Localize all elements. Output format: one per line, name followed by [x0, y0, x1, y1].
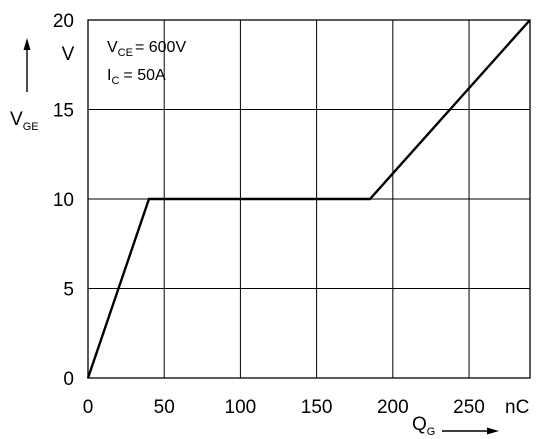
- y-tick-label: 5: [63, 280, 74, 301]
- annotation-ic-value: = 50A: [123, 67, 166, 84]
- x-axis-arrow: [442, 427, 499, 435]
- annotation-vce: VCE = 600V: [107, 39, 186, 59]
- x-tick-label: 50: [154, 397, 175, 418]
- series-line-vge: [86, 19, 531, 379]
- y-tick-label: 15: [53, 101, 74, 122]
- annotation-ic-main: I: [107, 67, 111, 84]
- y-tick-labels: 0 5 10 15 20: [53, 11, 74, 390]
- y-axis-label-main: V: [10, 109, 23, 130]
- x-unit-label: nC: [505, 397, 529, 418]
- x-axis-label-main: Q: [412, 414, 427, 435]
- annotation-ic-sub: C: [111, 75, 119, 87]
- x-tick-labels: 0 50 100 150 200 250: [83, 397, 485, 418]
- x-axis-label: QG: [412, 414, 435, 438]
- x-tick-label: 200: [377, 397, 409, 418]
- x-tick-label: 100: [225, 397, 257, 418]
- plot-area-frame: [87, 19, 531, 379]
- y-unit-label: V: [62, 44, 75, 65]
- x-axis-label-sub: G: [427, 426, 436, 438]
- annotation-vce-sub: CE: [118, 47, 133, 59]
- annotation-vce-main: V: [107, 39, 118, 56]
- annotation-ic: IC = 50A: [107, 67, 166, 87]
- y-tick-label: 0: [63, 369, 74, 390]
- y-axis-label-sub: GE: [23, 121, 39, 133]
- x-tick-label: 0: [83, 397, 94, 418]
- y-axis-label: VGE: [10, 109, 39, 133]
- y-axis-arrow: [23, 38, 31, 92]
- x-tick-label: 150: [301, 397, 333, 418]
- y-tick-label: 10: [53, 190, 74, 211]
- annotation-vce-value: = 600V: [135, 39, 186, 56]
- y-tick-label: 20: [53, 11, 74, 32]
- x-tick-label: 250: [453, 397, 485, 418]
